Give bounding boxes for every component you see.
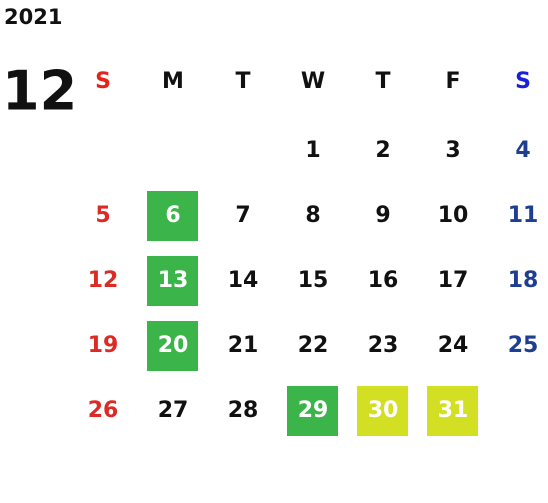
day: 2 xyxy=(375,138,390,163)
day: 6 xyxy=(165,203,180,228)
day: 18 xyxy=(508,268,539,293)
weekday-label: F xyxy=(445,69,460,94)
day: 16 xyxy=(368,268,399,293)
day: 26 xyxy=(88,398,119,423)
day-highlight xyxy=(147,191,198,241)
day: 25 xyxy=(508,333,539,358)
weekday-label: T xyxy=(235,69,250,94)
day: 29 xyxy=(298,398,329,423)
day: 9 xyxy=(375,203,390,228)
day: 12 xyxy=(88,268,119,293)
day: 17 xyxy=(438,268,469,293)
day: 24 xyxy=(438,333,469,358)
day: 10 xyxy=(438,203,469,228)
day-highlight xyxy=(287,386,338,436)
day: 3 xyxy=(445,138,460,163)
month: 12 xyxy=(2,60,77,123)
day: 27 xyxy=(158,398,189,423)
day-highlight xyxy=(427,386,478,436)
day: 7 xyxy=(235,203,250,228)
day-highlight xyxy=(357,386,408,436)
day: 30 xyxy=(368,398,399,423)
day: 5 xyxy=(95,203,110,228)
day: 11 xyxy=(508,203,539,228)
weekday-label: W xyxy=(301,69,325,94)
day-highlight xyxy=(147,256,198,306)
day: 13 xyxy=(158,268,189,293)
day: 28 xyxy=(228,398,259,423)
day: 19 xyxy=(88,333,119,358)
weekday-label: S xyxy=(95,69,111,94)
day: 31 xyxy=(438,398,469,423)
day: 8 xyxy=(305,203,320,228)
day: 1 xyxy=(305,138,320,163)
day: 4 xyxy=(515,138,530,163)
year: 2021 xyxy=(4,5,62,29)
day: 14 xyxy=(228,268,259,293)
weekday-label: T xyxy=(375,69,390,94)
day-highlight xyxy=(147,321,198,371)
day: 15 xyxy=(298,268,329,293)
weekday-label: M xyxy=(162,69,184,94)
day: 20 xyxy=(158,333,189,358)
day: 21 xyxy=(228,333,259,358)
day: 22 xyxy=(298,333,329,358)
day: 23 xyxy=(368,333,399,358)
weekday-label: S xyxy=(515,69,531,94)
